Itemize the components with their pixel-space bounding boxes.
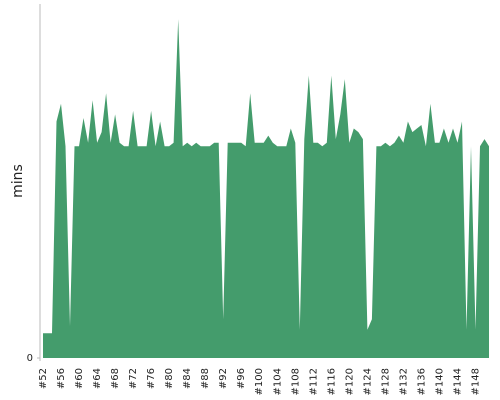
y-tick-label: 0: [27, 353, 33, 364]
x-tick-label: #136: [416, 368, 427, 395]
x-tick-label: #140: [434, 368, 445, 395]
x-tick-label: #148: [471, 368, 482, 395]
x-tick-label: #96: [236, 368, 247, 389]
x-tick-label: #100: [254, 368, 265, 395]
x-tick-label: #56: [56, 368, 67, 389]
y-axis-label: mins: [10, 164, 26, 198]
x-tick-label: #112: [308, 368, 319, 395]
x-tick-label: #68: [110, 368, 121, 389]
x-tick-label: #76: [146, 368, 157, 389]
x-tick-label: #120: [344, 368, 355, 395]
x-tick-label: #132: [398, 368, 409, 395]
x-tick-label: #60: [74, 368, 85, 389]
x-tick-label: #128: [380, 368, 391, 395]
x-tick-label: #108: [290, 368, 301, 395]
x-tick-label: #124: [362, 368, 373, 395]
x-tick-label: #84: [182, 368, 193, 389]
x-tick-label: #80: [164, 368, 175, 389]
x-tick-label: #144: [453, 368, 464, 395]
x-tick-label: #88: [200, 368, 211, 389]
x-tick-label: #52: [38, 368, 49, 389]
x-tick-label: #104: [272, 368, 283, 395]
area: [43, 19, 489, 358]
x-tick-label: #116: [326, 368, 337, 395]
x-tick-label: #72: [128, 368, 139, 389]
x-tick-label: #92: [218, 368, 229, 389]
x-tick-label: #64: [92, 368, 103, 389]
